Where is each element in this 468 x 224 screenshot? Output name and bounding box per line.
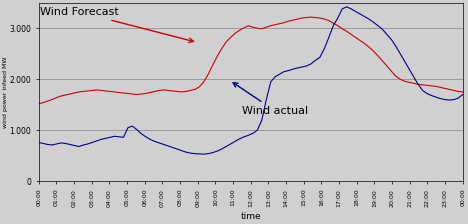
Text: Wind actual: Wind actual bbox=[233, 83, 308, 116]
X-axis label: time: time bbox=[241, 212, 261, 221]
Text: Wind Forecast: Wind Forecast bbox=[40, 7, 193, 43]
Y-axis label: wind power infeed MW: wind power infeed MW bbox=[3, 56, 8, 128]
